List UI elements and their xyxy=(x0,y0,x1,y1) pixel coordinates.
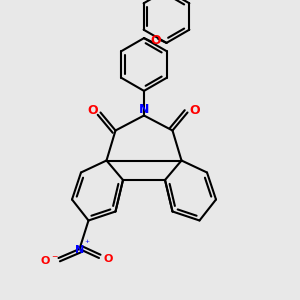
Text: O: O xyxy=(190,104,200,118)
Text: N: N xyxy=(75,244,84,255)
Text: N: N xyxy=(139,103,149,116)
Text: O: O xyxy=(88,104,98,118)
Text: O: O xyxy=(150,34,160,47)
Text: $^+$: $^+$ xyxy=(83,238,91,247)
Text: O: O xyxy=(103,254,113,265)
Text: O$^-$: O$^-$ xyxy=(40,254,59,266)
